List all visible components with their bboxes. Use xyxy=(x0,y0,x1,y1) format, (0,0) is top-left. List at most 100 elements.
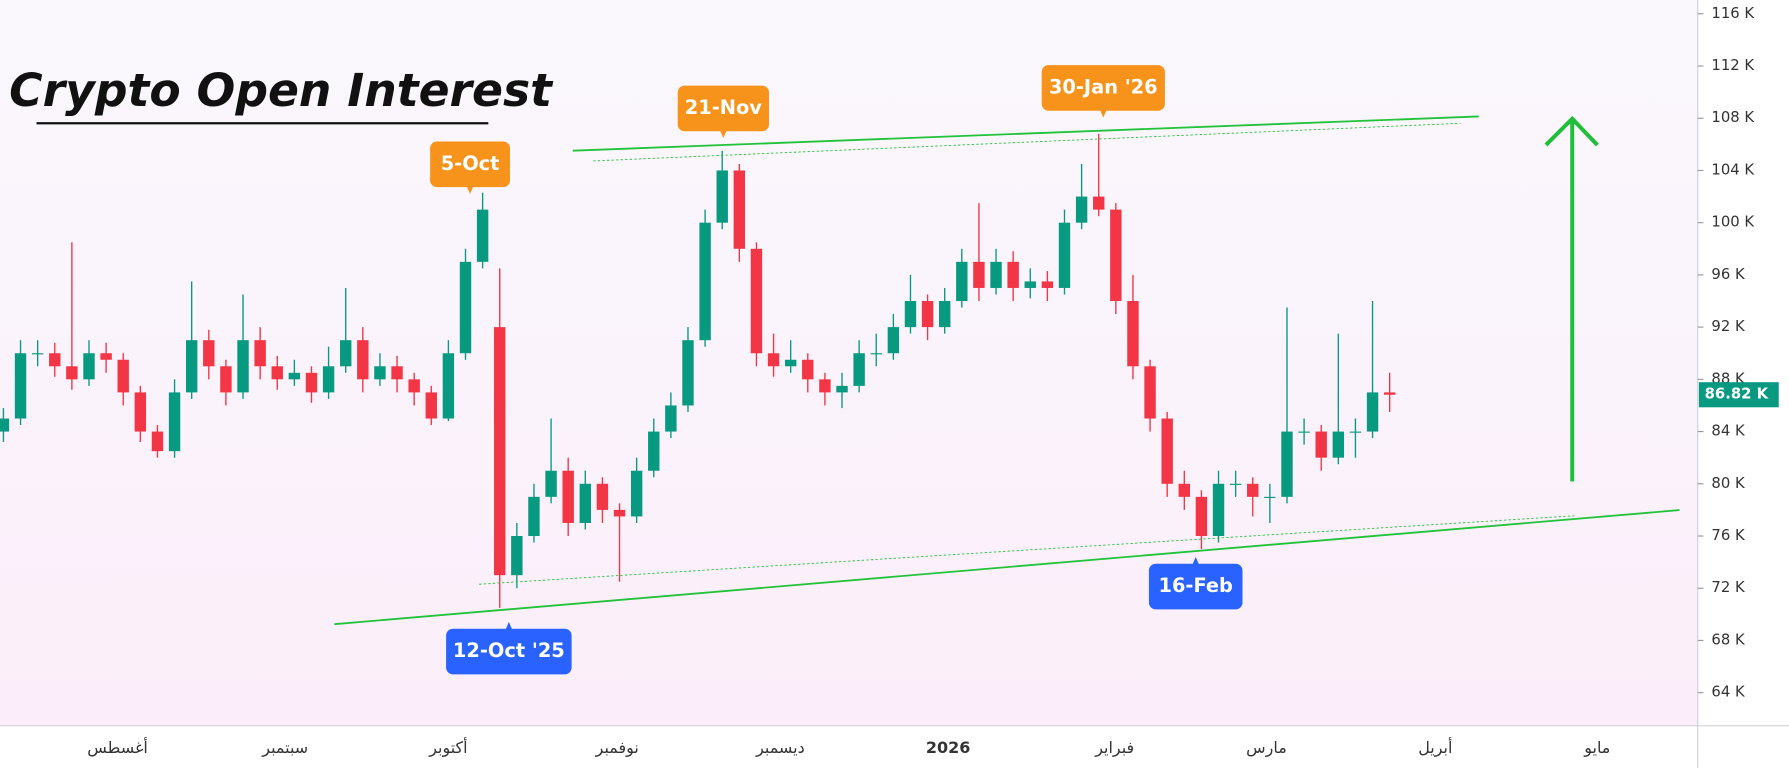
candle-body xyxy=(1024,281,1036,288)
candle-body xyxy=(733,170,746,249)
candle-body xyxy=(1161,418,1173,484)
candle-body xyxy=(31,353,44,355)
candle-body xyxy=(938,301,951,328)
candle-body xyxy=(682,340,694,406)
candle-body xyxy=(288,372,301,380)
annotation-label: 16-Feb xyxy=(1158,574,1232,597)
candle-body xyxy=(921,301,934,328)
candle-body xyxy=(494,327,506,576)
candle-body xyxy=(562,470,574,523)
y-tick-label: 112 K xyxy=(1711,57,1755,74)
candle-body xyxy=(1366,392,1379,432)
candle-body xyxy=(408,379,420,393)
x-tick-label: أكتوبر xyxy=(428,737,467,758)
y-tick-label: 76 K xyxy=(1711,527,1746,544)
candle-body xyxy=(1195,496,1208,537)
candle-body xyxy=(237,340,249,393)
y-tick-label: 68 K xyxy=(1711,631,1746,648)
annotation-label: 5-Oct xyxy=(441,152,500,175)
candle-body xyxy=(0,418,10,432)
y-tick-label: 108 K xyxy=(1711,109,1755,126)
candle-body xyxy=(168,392,181,452)
up-arrow xyxy=(1544,115,1599,482)
candle-body xyxy=(579,483,592,523)
annotation-box xyxy=(677,85,769,132)
annotation-label: 30-Jan '26 xyxy=(1049,75,1158,98)
candle-body xyxy=(1093,196,1105,210)
candle-body xyxy=(1041,281,1054,288)
annotations: 5-Oct 21-Nov 30-Jan '26 12-Oct '25 16-Feb xyxy=(430,65,1243,675)
candle-body xyxy=(1075,196,1088,223)
candle-body xyxy=(767,353,780,367)
x-tick-label: ديسمبر xyxy=(755,738,805,758)
candle-body xyxy=(459,261,472,354)
candle-body xyxy=(1349,431,1362,433)
candle-body xyxy=(853,353,865,386)
y-tick-label: 92 K xyxy=(1711,318,1746,335)
annotation-box xyxy=(446,628,572,675)
candle-body xyxy=(648,431,660,471)
candle-body xyxy=(528,496,540,537)
candle-body xyxy=(784,359,797,367)
y-tick-label: 84 K xyxy=(1711,423,1746,440)
candle-body xyxy=(1007,261,1019,288)
candle-body xyxy=(887,327,900,354)
axes: 64 K68 K72 K76 K80 K84 K88 K92 K96 K100 … xyxy=(87,5,1779,758)
candle-body xyxy=(476,209,489,262)
candle-body xyxy=(956,261,968,302)
candle-body xyxy=(83,353,95,380)
candle-body xyxy=(716,170,728,223)
candles xyxy=(0,133,1396,608)
candle-body xyxy=(14,353,27,419)
candle-body xyxy=(1332,431,1345,458)
candle-body xyxy=(1264,496,1276,498)
candle-body xyxy=(1144,366,1156,419)
candle-body xyxy=(990,261,1002,288)
candle-body xyxy=(819,379,831,393)
y-tick-label: 104 K xyxy=(1711,161,1755,178)
candle-body xyxy=(1058,222,1071,288)
candle-body xyxy=(904,301,917,328)
candle-body xyxy=(254,340,266,367)
x-tick-label: أبريل xyxy=(1418,737,1452,758)
candle-body xyxy=(802,359,814,380)
candle-body xyxy=(185,340,198,393)
candle-body xyxy=(220,366,232,393)
candle-body xyxy=(1178,483,1191,497)
candle-body xyxy=(66,366,78,380)
candle-body xyxy=(340,340,352,367)
x-tick-label: أغسطس xyxy=(87,737,148,758)
candle-body xyxy=(305,372,318,393)
y-tick-label: 96 K xyxy=(1711,266,1746,283)
candle-body xyxy=(1110,209,1122,302)
support-line-inner xyxy=(479,515,1575,585)
candle-body xyxy=(322,366,335,393)
annotation-box xyxy=(1041,65,1165,111)
y-tick-label: 80 K xyxy=(1711,475,1746,492)
support-line xyxy=(334,509,1680,626)
last-price-label: 86.82 K xyxy=(1705,386,1769,403)
x-tick-label: مايو xyxy=(1583,738,1610,758)
candle-body xyxy=(357,340,369,380)
last-price-tag xyxy=(1698,382,1779,408)
y-tick-label: 72 K xyxy=(1711,579,1746,596)
candle-body xyxy=(1298,431,1310,433)
candle-body xyxy=(1383,392,1396,395)
x-tick-label: فبراير xyxy=(1094,738,1134,758)
candle-body xyxy=(836,385,848,393)
candle-body xyxy=(134,392,147,432)
x-tick-label: نوفمبر xyxy=(595,738,639,758)
candle-body xyxy=(1281,431,1293,497)
candle-body xyxy=(1229,483,1242,485)
candle-body xyxy=(425,392,437,419)
candle-body xyxy=(203,340,215,367)
candle-body xyxy=(1127,301,1139,367)
resistance-line-inner xyxy=(593,122,1461,162)
x-tick-label: سبتمبر xyxy=(261,738,308,758)
chart-title: Crypto Open Interest xyxy=(9,64,554,117)
resistance-line xyxy=(572,115,1479,152)
candle-body xyxy=(750,248,763,354)
candle-body xyxy=(630,470,643,517)
